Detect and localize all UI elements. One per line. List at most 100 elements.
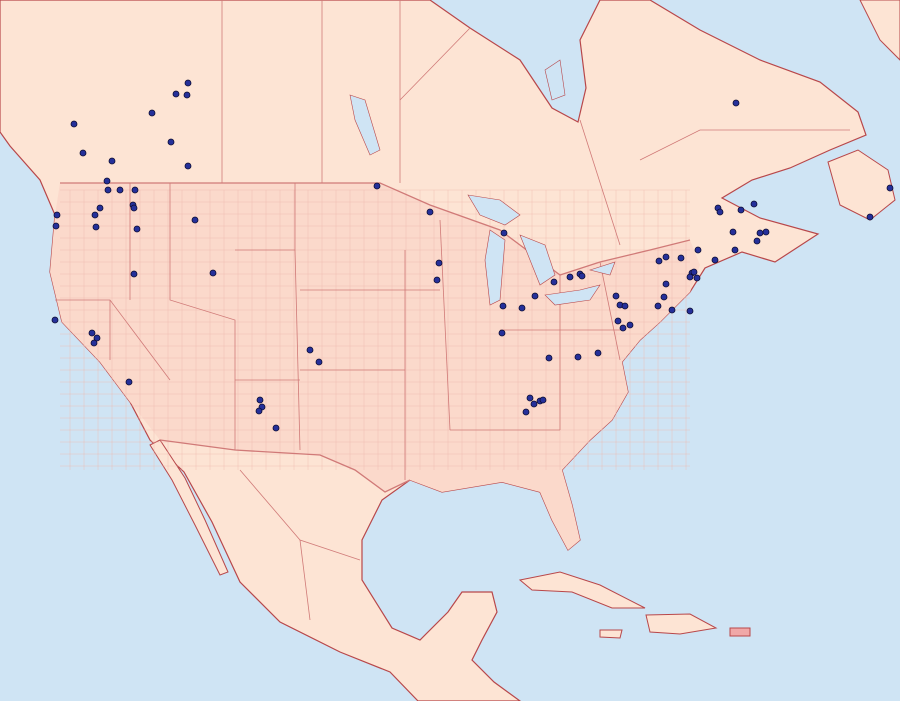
occurrence-dot-icon <box>522 408 530 416</box>
occurrence-dot-icon <box>426 208 434 216</box>
occurrence-dot-icon <box>621 302 629 310</box>
occurrence-dot-icon <box>566 273 574 281</box>
occurrence-dot-icon <box>125 378 133 386</box>
state-province-border <box>169 183 236 450</box>
occurrence-dot-icon <box>498 329 506 337</box>
state-province-border <box>294 249 301 451</box>
occurrence-dot-icon <box>70 120 78 128</box>
occurrence-dot-icon <box>526 394 534 402</box>
occurrence-dot-icon <box>694 246 702 254</box>
occurrence-dot-icon <box>886 184 894 192</box>
occurrence-dot-icon <box>373 182 381 190</box>
lake <box>484 229 506 306</box>
greenland-tip <box>859 0 900 61</box>
occurrence-dot-icon <box>626 321 634 329</box>
lake <box>349 94 381 156</box>
occurrence-dot-icon <box>148 109 156 117</box>
occurrence-dot-icon <box>191 216 199 224</box>
occurrence-dot-icon <box>662 253 670 261</box>
occurrence-dot-icon <box>594 349 602 357</box>
occurrence-dot-icon <box>131 186 139 194</box>
occurrence-dot-icon <box>256 396 264 404</box>
occurrence-dot-icon <box>762 228 770 236</box>
occurrence-dot-icon <box>693 274 701 282</box>
occurrence-dot-icon <box>574 353 582 361</box>
occurrence-dot-icon <box>53 211 61 219</box>
occurrence-dot-icon <box>51 316 59 324</box>
occurrence-dot-icon <box>96 204 104 212</box>
occurrence-dot-icon <box>716 208 724 216</box>
occurrence-dot-icon <box>539 396 547 404</box>
occurrence-dot-icon <box>756 229 764 237</box>
occurrence-dot-icon <box>433 276 441 284</box>
lake <box>544 59 566 101</box>
state-province-border <box>399 27 471 101</box>
occurrence-dot-icon <box>88 329 96 337</box>
occurrence-dot-icon <box>315 358 323 366</box>
occurrence-dot-icon <box>91 211 99 219</box>
cuba <box>518 571 646 609</box>
occurrence-dot-icon <box>686 273 694 281</box>
occurrence-dot-icon <box>184 79 192 87</box>
occurrence-dot-icon <box>753 237 761 245</box>
occurrence-dot-icon <box>654 302 662 310</box>
occurrence-dot-icon <box>130 204 138 212</box>
occurrence-dot-icon <box>518 304 526 312</box>
lake <box>588 261 616 276</box>
occurrence-dot-icon <box>531 292 539 300</box>
occurrence-dot-icon <box>690 268 698 276</box>
newfoundland <box>827 149 896 221</box>
state-province-border <box>579 119 621 246</box>
occurrence-dot-icon <box>103 177 111 185</box>
occurrence-dot-icon <box>662 280 670 288</box>
occurrence-dot-icon <box>93 334 101 342</box>
state-province-border <box>299 539 311 621</box>
lakes <box>349 59 616 306</box>
occurrence-dot-icon <box>306 346 314 354</box>
state-province-border <box>599 261 621 361</box>
occurrence-dot-icon <box>660 293 668 301</box>
political-borders <box>55 0 850 621</box>
occurrence-dot-icon <box>619 324 627 332</box>
occurrence-dot-icon <box>52 222 60 230</box>
occurrence-dot-icon <box>255 407 263 415</box>
jamaica <box>599 629 623 639</box>
baja-california <box>149 439 229 576</box>
occurrence-dot-icon <box>104 186 112 194</box>
occurrence-dot-icon <box>209 269 217 277</box>
lake <box>544 284 601 306</box>
occurrence-dot-icon <box>167 138 175 146</box>
occurrence-dot-icon <box>732 99 740 107</box>
us-mexico-border <box>159 439 411 493</box>
occurrence-dot-icon <box>499 302 507 310</box>
occurrence-dot-icon <box>500 229 508 237</box>
occurrence-dot-icon <box>686 307 694 315</box>
occurrence-dot-icon <box>711 256 719 264</box>
occurrence-dot-icon <box>183 91 191 99</box>
occurrence-dot-icon <box>133 225 141 233</box>
lake <box>467 194 521 226</box>
occurrence-dot-icon <box>612 292 620 300</box>
occurrence-dot-icon <box>116 186 124 194</box>
occurrence-dot-icon <box>750 200 758 208</box>
occurrence-dot-icon <box>90 339 98 347</box>
hispaniola <box>645 613 718 635</box>
occurrence-dot-icon <box>578 272 586 280</box>
occurrence-dot-icon <box>550 278 558 286</box>
occurrence-dot-icon <box>184 162 192 170</box>
occurrence-dot-icon <box>729 228 737 236</box>
occurrence-dot-icon <box>172 90 180 98</box>
occurrence-dot-icon <box>737 206 745 214</box>
occurrence-dot-icon <box>614 317 622 325</box>
occurrence-dot-icon <box>530 400 538 408</box>
occurrence-dot-icon <box>545 354 553 362</box>
occurrence-dot-icon <box>130 270 138 278</box>
puerto-rico <box>729 627 751 637</box>
occurrence-dot-icon <box>79 149 87 157</box>
occurrence-points <box>51 79 894 432</box>
occurrence-dot-icon <box>655 257 663 265</box>
occurrence-dot-icon <box>92 223 100 231</box>
lake <box>519 234 556 286</box>
state-province-border <box>639 129 850 161</box>
